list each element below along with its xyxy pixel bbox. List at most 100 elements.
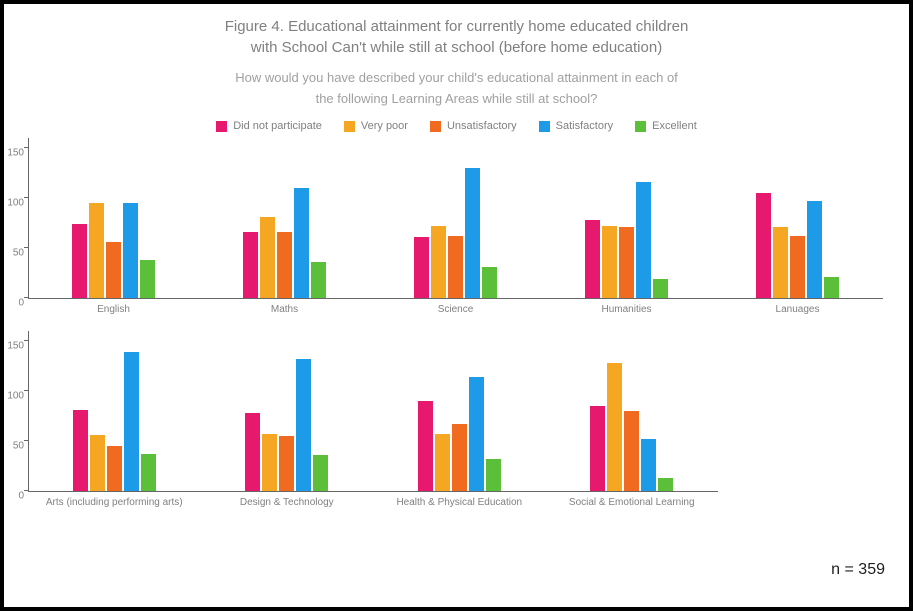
legend-swatch [344,121,355,132]
bar [452,424,467,491]
x-axis-label: Health & Physical Education [389,497,529,508]
bar [756,193,771,298]
bar [607,363,622,491]
bar [585,220,600,298]
bar [140,260,155,298]
bar [123,203,138,298]
y-tick-label: 100 [0,198,24,209]
y-tick-label: 150 [0,148,24,159]
legend-swatch [539,121,550,132]
bar [653,279,668,298]
bar [73,410,88,491]
figure-frame: Figure 4. Educational attainment for cur… [0,0,913,611]
title-line-1: Figure 4. Educational attainment for cur… [28,18,885,35]
bar [448,236,463,298]
sample-size-label: n = 359 [831,561,885,579]
bar [641,439,656,491]
bar-group [418,377,501,491]
bar [658,478,673,491]
chart-row: 050100150Arts (including performing arts… [28,331,885,492]
bar [260,217,275,298]
bar [262,434,277,491]
bar [245,413,260,491]
x-axis-label: Science [386,304,526,315]
bar-group [73,352,156,491]
y-axis-line [28,138,29,298]
bar [807,201,822,298]
bar-group [243,188,326,298]
y-tick-label: 150 [0,341,24,352]
bar [279,436,294,491]
legend-item: Satisfactory [539,120,613,132]
bar [636,182,651,298]
bar-group [590,363,673,491]
bar [107,446,122,491]
x-axis-label: Maths [215,304,355,315]
bar [90,435,105,491]
legend-item: Did not participate [216,120,322,132]
legend-item: Very poor [344,120,408,132]
bar-group [245,359,328,491]
legend-swatch [216,121,227,132]
bar-group [585,182,668,298]
y-tick-label: 0 [0,491,24,502]
bar [624,411,639,491]
bar-chart: 050100150Arts (including performing arts… [28,331,718,492]
bar [294,188,309,298]
x-axis-label: Lanuages [728,304,868,315]
legend: Did not participate Very poor Unsatisfacto… [28,120,885,132]
bar [824,277,839,298]
chart-area: 050100150EnglishMathsScienceHumanitiesLa… [28,138,885,492]
y-tick-label: 100 [0,391,24,402]
bar [602,226,617,298]
bar [486,459,501,491]
bar-chart: 050100150EnglishMathsScienceHumanitiesLa… [28,138,883,299]
legend-item: Unsatisfactory [430,120,517,132]
figure-subtitle: How would you have described your child'… [28,70,885,106]
title-line-2: with School Can't while still at school … [28,39,885,56]
legend-label: Unsatisfactory [447,120,517,132]
x-axis-label: Humanities [557,304,697,315]
legend-item: Excellent [635,120,697,132]
plot-area: 050100150Arts (including performing arts… [28,331,718,492]
bar [482,267,497,298]
bar [277,232,292,298]
legend-swatch [430,121,441,132]
bar [141,454,156,491]
bar [465,168,480,298]
x-axis-label: Design & Technology [217,497,357,508]
y-axis-line [28,331,29,491]
bar [435,434,450,491]
legend-label: Excellent [652,120,697,132]
y-tick-label: 50 [0,248,24,259]
bar-group [414,168,497,298]
x-axis-label: English [44,304,184,315]
y-tick-label: 50 [0,441,24,452]
y-tick-label: 0 [0,298,24,309]
bar [106,242,121,298]
bar [431,226,446,298]
bar [311,262,326,298]
bar [243,232,258,298]
legend-label: Very poor [361,120,408,132]
bar [619,227,634,298]
legend-label: Satisfactory [556,120,613,132]
bar [89,203,104,298]
x-axis-label: Social & Emotional Learning [562,497,702,508]
bar [313,455,328,491]
x-axis-label: Arts (including performing arts) [44,497,184,508]
subtitle-line-1: How would you have described your child'… [28,70,885,85]
plot-area: 050100150EnglishMathsScienceHumanitiesLa… [28,138,883,299]
legend-label: Did not participate [233,120,322,132]
bar [590,406,605,491]
bar-group [72,203,155,298]
bar [72,224,87,298]
bar-group [756,193,839,298]
bar [296,359,311,491]
figure-title: Figure 4. Educational attainment for cur… [28,18,885,56]
chart-row: 050100150EnglishMathsScienceHumanitiesLa… [28,138,885,299]
legend-swatch [635,121,646,132]
bar [790,236,805,298]
bar [773,227,788,298]
subtitle-line-2: the following Learning Areas while still… [28,91,885,106]
